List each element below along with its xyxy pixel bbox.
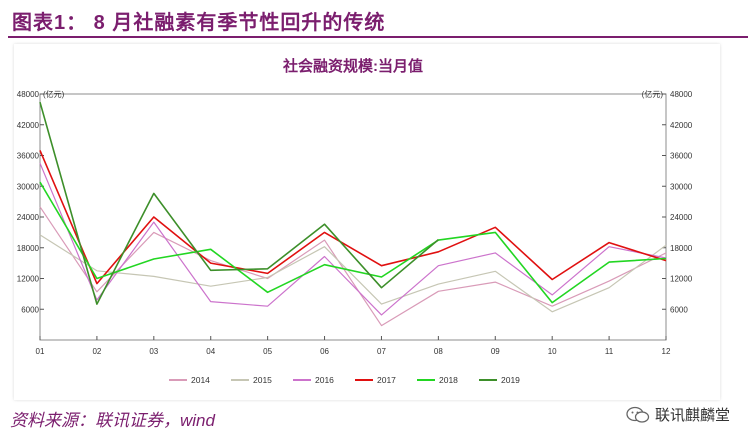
x-tick-label: 10 — [548, 347, 557, 356]
series-line-2015 — [39, 234, 667, 313]
y-tick-label-left: 12000 — [17, 275, 40, 284]
chart-panel: 社会融资规模:当月值 6000 6000 12000 12000 18000 18000 24… — [14, 44, 720, 400]
legend-label-2014: 2014 — [191, 375, 210, 385]
y-tick-label-right: 36000 — [670, 152, 693, 161]
legend-label-2019: 2019 — [501, 375, 520, 385]
x-tick-label: 09 — [491, 347, 500, 356]
x-tick-label: 02 — [92, 347, 101, 356]
series-line-2017 — [39, 150, 667, 285]
y-tick-label-left: 36000 — [17, 152, 40, 161]
legend-label-2015: 2015 — [253, 375, 272, 385]
header-divider — [8, 36, 748, 38]
series-line-2014 — [39, 206, 667, 327]
y-tick-label-right: 48000 — [670, 90, 693, 99]
series-line-2019 — [39, 101, 439, 305]
y-tick-label-right: 18000 — [670, 244, 693, 253]
series-line-2018 — [39, 181, 667, 304]
x-tick-label: 08 — [434, 347, 443, 356]
line-chart: 社会融资规模:当月值 6000 6000 12000 12000 18000 18000 24… — [17, 57, 693, 385]
y-tick-label-right: 12000 — [670, 275, 693, 284]
x-tick-label: 04 — [206, 347, 215, 356]
y-tick-label-left: 24000 — [17, 213, 40, 222]
y-axis-unit-right: (亿元) — [642, 89, 664, 99]
x-tick-label: 06 — [320, 347, 329, 356]
x-tick-label: 07 — [377, 347, 386, 356]
series-line-2016 — [39, 162, 667, 316]
x-tick-label: 05 — [263, 347, 272, 356]
y-tick-label-left: 6000 — [21, 305, 39, 314]
y-tick-label-left: 30000 — [17, 182, 40, 191]
chart-title: 社会融资规模:当月值 — [282, 57, 423, 75]
y-tick-label-left: 48000 — [17, 90, 40, 99]
y-axis-unit-left: (亿元) — [43, 89, 65, 99]
source-note: 资料来源：联讯证券，wind — [10, 411, 215, 430]
watermark: 联讯麒麟堂 — [625, 404, 730, 425]
wechat-icon — [626, 406, 650, 423]
x-tick-label: 01 — [36, 347, 45, 356]
y-tick-label-right: 42000 — [670, 121, 693, 130]
y-tick-label-right: 24000 — [670, 213, 693, 222]
legend-label-2017: 2017 — [377, 375, 396, 385]
legend-label-2016: 2016 — [315, 375, 334, 385]
y-tick-label-right: 6000 — [670, 305, 688, 314]
figure-header: 图表1： 8 月社融素有季节性回升的传统 — [0, 0, 752, 38]
y-tick-label-right: 30000 — [670, 182, 693, 191]
x-tick-label: 11 — [605, 347, 614, 356]
y-tick-label-left: 18000 — [17, 244, 40, 253]
figure-title: 图表1： 8 月社融素有季节性回升的传统 — [12, 12, 386, 34]
watermark-text: 联讯麒麟堂 — [654, 407, 730, 424]
legend-label-2018: 2018 — [439, 375, 458, 385]
y-tick-label-left: 42000 — [17, 121, 40, 130]
x-tick-label: 03 — [149, 347, 158, 356]
x-tick-label: 12 — [662, 347, 671, 356]
